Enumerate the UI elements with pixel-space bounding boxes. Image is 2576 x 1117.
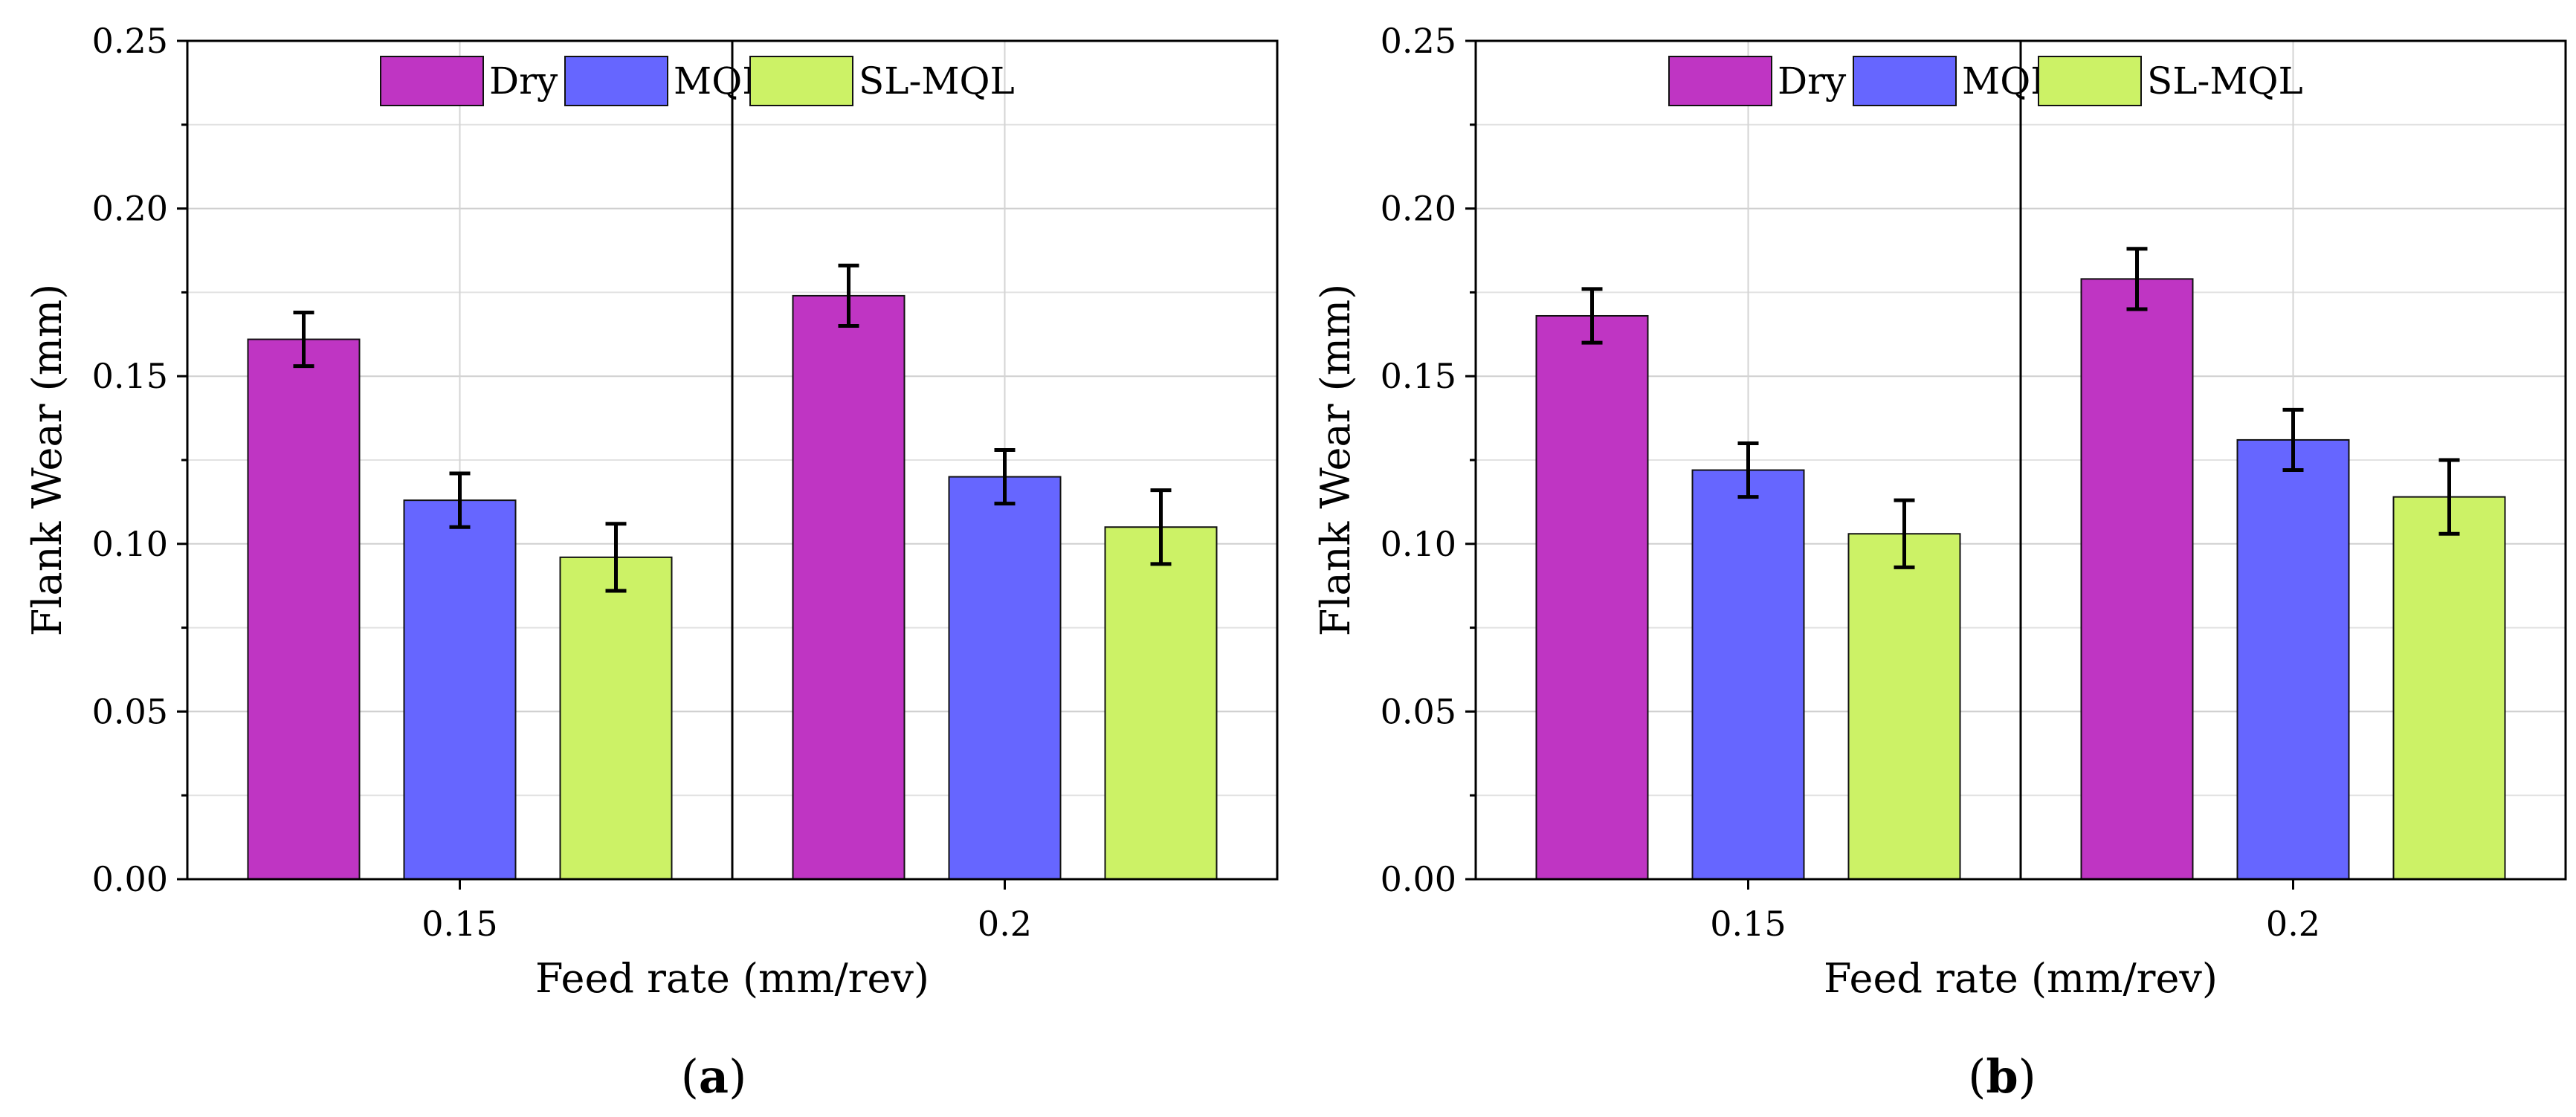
- legend-label: SL-MQL: [859, 59, 1015, 103]
- error-bar: [2438, 458, 2460, 536]
- bar-dry-0.2: [792, 294, 906, 880]
- series-dry: [1535, 247, 2194, 880]
- series-sl-mql: [1847, 458, 2506, 880]
- panel-label: (b): [1968, 1049, 2036, 1104]
- y-tick-label: 0.00: [1381, 859, 1456, 899]
- series-mql: [403, 447, 1062, 880]
- bar-mql-0.2: [2236, 438, 2350, 880]
- legend-item-mql: MQL: [564, 56, 766, 106]
- legend-swatch: [564, 56, 668, 106]
- bar-mql-0.15: [1691, 469, 1805, 880]
- x-tick-label: 0.2: [2266, 904, 2320, 944]
- y-tick-label: 0.25: [92, 21, 168, 61]
- y-tick-label: 0.20: [92, 189, 168, 229]
- series-sl-mql: [559, 488, 1218, 881]
- legend-swatch: [1668, 56, 1772, 106]
- panel-label-letter: b: [1986, 1049, 2018, 1104]
- legend-swatch: [749, 56, 853, 106]
- panel-label-paren: (: [681, 1049, 699, 1104]
- series-dry: [247, 263, 906, 880]
- y-tick-label: 0.15: [1381, 356, 1456, 396]
- x-tick-label: 0.15: [1710, 904, 1786, 944]
- error-bar: [293, 310, 314, 369]
- y-tick-label: 0.00: [92, 859, 168, 899]
- error-bar: [2126, 247, 2148, 311]
- legend-item-sl-mql: SL-MQL: [749, 56, 1015, 106]
- x-axis-title: Feed rate (mm/rev): [535, 955, 929, 1002]
- error-bar: [449, 471, 471, 529]
- chart-panel-b: 0.00 0.05 0.10 0.15 0.20 0.25 0.15 0.2 Feed rate…: [1312, 21, 2567, 1104]
- y-axis-title: Flank Wear (mm): [24, 284, 71, 636]
- error-bar: [838, 263, 859, 328]
- bar-dry-0.2: [2080, 278, 2194, 880]
- y-tick-label: 0.10: [92, 524, 168, 564]
- legend-item-sl-mql: SL-MQL: [2038, 56, 2303, 106]
- series-mql: [1691, 407, 2350, 880]
- error-bar: [994, 447, 1016, 506]
- bar-sl-mql-0.2: [1104, 526, 1218, 880]
- bar-mql-0.2: [948, 476, 1062, 880]
- x-tick-label: 0.15: [422, 904, 497, 944]
- panel-label-paren: ): [2018, 1049, 2036, 1104]
- y-axis: 0.00 0.05 0.10 0.15 0.20 0.25: [92, 21, 187, 899]
- x-axis: 0.15 0.2: [1710, 879, 2320, 944]
- panel-label-paren: (: [1968, 1049, 1986, 1104]
- error-bar: [1581, 287, 1603, 345]
- legend-swatch: [1853, 56, 1957, 106]
- y-axis-title: Flank Wear (mm): [1312, 284, 1359, 636]
- legend-item-dry: Dry: [380, 56, 558, 106]
- legend-label: Dry: [1778, 59, 1847, 103]
- bar-dry-0.15: [1535, 314, 1649, 880]
- legend-item-dry: Dry: [1668, 56, 1847, 106]
- x-axis: 0.15 0.2: [422, 879, 1032, 944]
- error-bar: [1737, 441, 1759, 499]
- legend-item-mql: MQL: [1853, 56, 2055, 106]
- bar-sl-mql-0.2: [2392, 496, 2506, 880]
- error-bar: [1150, 488, 1172, 566]
- x-axis-title: Feed rate (mm/rev): [1824, 955, 2218, 1002]
- legend-label: Dry: [489, 59, 558, 103]
- panel-label-letter: a: [699, 1049, 729, 1104]
- y-tick-label: 0.05: [1381, 691, 1456, 731]
- error-bar: [605, 522, 627, 593]
- y-tick-label: 0.20: [1381, 189, 1456, 229]
- legend-label: SL-MQL: [2147, 59, 2303, 103]
- panel-label: (a): [681, 1049, 747, 1104]
- error-bar: [2282, 407, 2304, 473]
- bar-sl-mql-0.15: [1847, 533, 1961, 880]
- chart-panel-a: 0.00 0.05 0.10 0.15 0.20 0.25 0.15 0.2 Feed rate…: [24, 21, 1279, 1104]
- bar-mql-0.15: [403, 499, 517, 880]
- panel-label-paren: ): [729, 1049, 746, 1104]
- error-bar: [1894, 498, 1915, 569]
- y-axis: 0.00 0.05 0.10 0.15 0.20 0.25: [1381, 21, 1476, 899]
- bar-dry-0.15: [247, 338, 361, 880]
- bar-sl-mql-0.15: [559, 556, 673, 881]
- legend-swatch: [380, 56, 484, 106]
- legend: Dry MQL SL-MQL: [380, 56, 1015, 106]
- y-tick-label: 0.05: [92, 691, 168, 731]
- y-tick-label: 0.25: [1381, 21, 1456, 61]
- legend-swatch: [2038, 56, 2142, 106]
- y-tick-label: 0.15: [92, 356, 168, 396]
- x-tick-label: 0.2: [978, 904, 1032, 944]
- legend: Dry MQL SL-MQL: [1668, 56, 2303, 106]
- y-tick-label: 0.10: [1381, 524, 1456, 564]
